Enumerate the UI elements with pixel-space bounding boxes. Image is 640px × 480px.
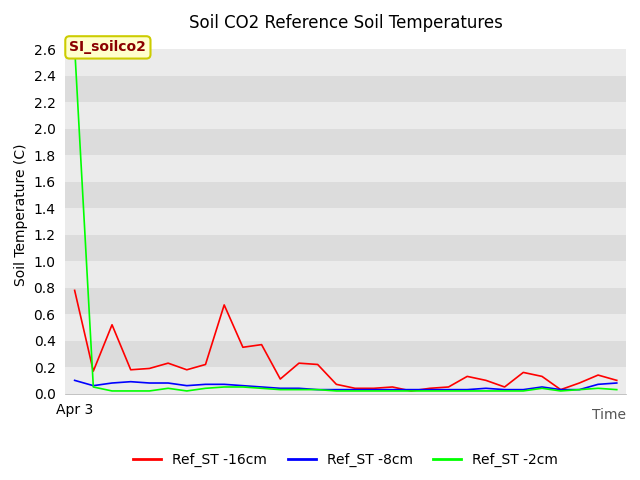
Bar xyxy=(65,129,626,156)
Bar xyxy=(65,156,626,182)
Bar xyxy=(65,367,626,394)
Bar xyxy=(65,235,626,261)
Bar xyxy=(65,288,626,314)
Bar xyxy=(65,314,626,341)
Bar xyxy=(65,76,626,102)
Bar xyxy=(65,182,626,208)
Bar xyxy=(65,208,626,235)
Bar xyxy=(65,261,626,288)
Text: Time: Time xyxy=(592,408,626,422)
Y-axis label: Soil Temperature (C): Soil Temperature (C) xyxy=(14,144,28,286)
Bar xyxy=(65,49,626,76)
Title: Soil CO2 Reference Soil Temperatures: Soil CO2 Reference Soil Temperatures xyxy=(189,14,502,32)
Text: SI_soilco2: SI_soilco2 xyxy=(70,40,147,54)
Bar xyxy=(65,341,626,367)
Legend: Ref_ST -16cm, Ref_ST -8cm, Ref_ST -2cm: Ref_ST -16cm, Ref_ST -8cm, Ref_ST -2cm xyxy=(127,447,564,472)
Bar xyxy=(65,102,626,129)
